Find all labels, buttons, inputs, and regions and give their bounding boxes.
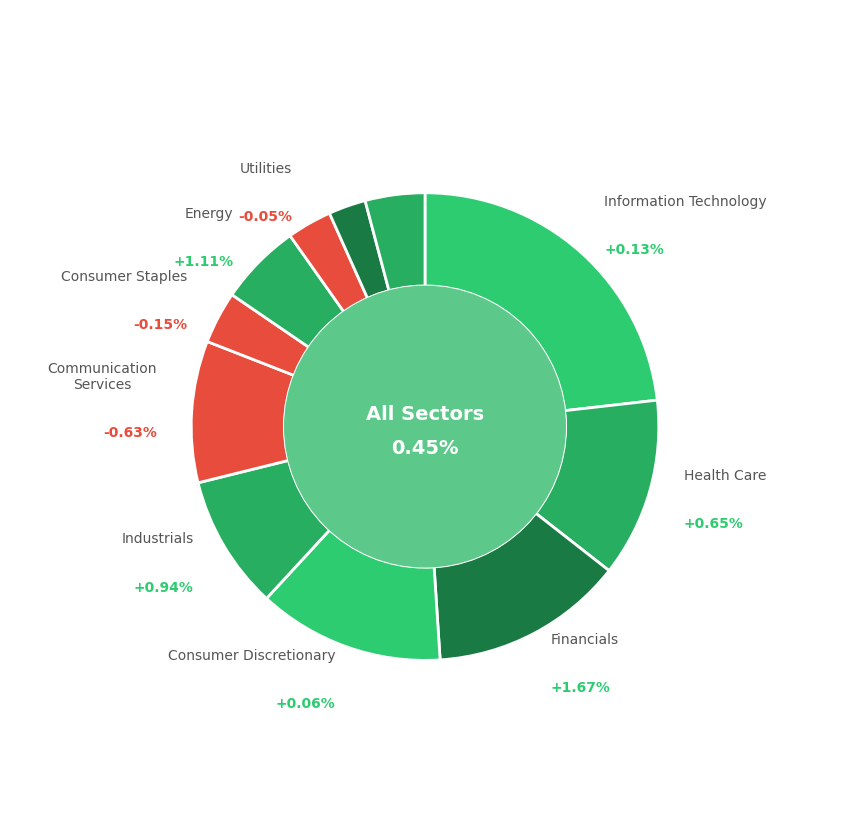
- Text: +1.11%: +1.11%: [173, 255, 234, 269]
- Wedge shape: [232, 236, 344, 348]
- Text: +1.67%: +1.67%: [551, 681, 610, 695]
- Wedge shape: [207, 295, 309, 376]
- Wedge shape: [434, 513, 609, 660]
- Text: Energy: Energy: [184, 207, 234, 221]
- Wedge shape: [290, 213, 368, 312]
- Text: Financials: Financials: [551, 633, 619, 647]
- Circle shape: [285, 286, 565, 567]
- Wedge shape: [536, 400, 659, 570]
- Text: +0.13%: +0.13%: [604, 243, 664, 257]
- Wedge shape: [191, 341, 294, 483]
- Text: -0.63%: -0.63%: [103, 427, 156, 441]
- Text: All Sectors: All Sectors: [366, 404, 484, 423]
- Wedge shape: [330, 201, 389, 298]
- Text: +0.65%: +0.65%: [683, 517, 744, 531]
- Text: Consumer Discretionary: Consumer Discretionary: [167, 649, 335, 663]
- Text: Industrials: Industrials: [122, 533, 194, 547]
- Text: +0.94%: +0.94%: [133, 580, 194, 594]
- Text: Communication
Services: Communication Services: [48, 362, 156, 392]
- Text: Information Technology: Information Technology: [604, 195, 767, 209]
- Text: +0.06%: +0.06%: [275, 697, 335, 711]
- Wedge shape: [267, 529, 440, 660]
- Text: Health Care: Health Care: [683, 469, 766, 483]
- Text: Consumer Staples: Consumer Staples: [61, 270, 187, 284]
- Text: -0.05%: -0.05%: [238, 210, 292, 224]
- Text: 0.45%: 0.45%: [391, 439, 459, 458]
- Wedge shape: [366, 193, 425, 291]
- Wedge shape: [198, 460, 330, 598]
- Text: Utilities: Utilities: [240, 162, 292, 176]
- Text: -0.15%: -0.15%: [133, 318, 187, 332]
- Wedge shape: [425, 193, 657, 411]
